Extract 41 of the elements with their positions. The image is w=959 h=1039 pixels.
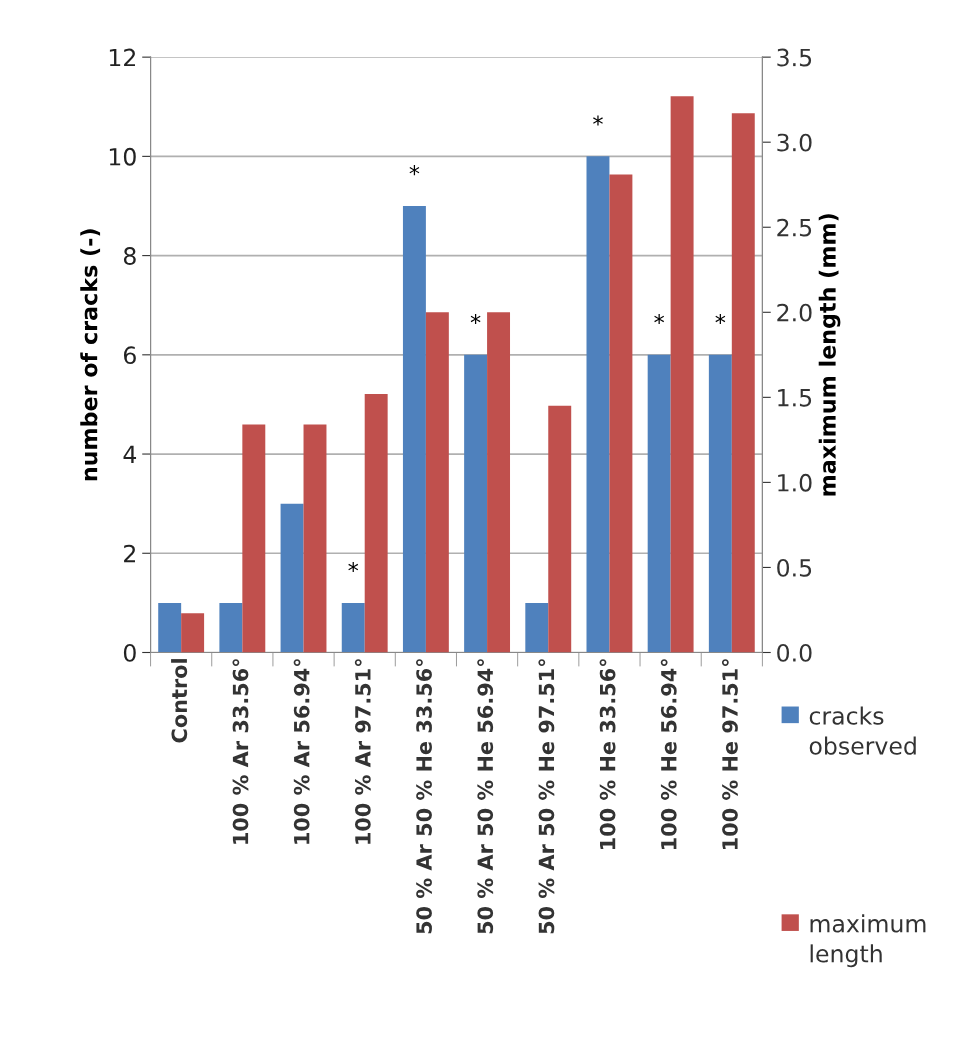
bar: [364, 393, 388, 653]
x-tick-label: Control: [171, 659, 188, 743]
x-tick-label: 100 % Ar 97.51°: [354, 659, 371, 844]
y-tick-label: 6: [124, 346, 136, 365]
x-tick-label: 100 % He 56.94°: [660, 659, 677, 849]
bar: [548, 405, 572, 653]
annotation: *: [348, 561, 359, 573]
y-tick-label: 8: [123, 247, 136, 265]
annotation: *: [654, 313, 665, 325]
y2-tick-label: 3.0: [777, 133, 812, 152]
y2-axis-title: maximum length (mm): [818, 214, 841, 496]
legend-label: maximum length: [810, 914, 926, 968]
annotation: *: [470, 313, 481, 325]
x-tick-label: 100 % Ar 33.56°: [232, 659, 249, 844]
bar: [341, 602, 365, 653]
y-tick-label: 12: [109, 48, 135, 67]
x-tick-label: 50 % Ar 50 % He 56.94°: [477, 659, 494, 934]
bar: [242, 424, 266, 653]
y-tick-label: 0: [123, 643, 136, 662]
y-axis-title: number of cracks (-): [80, 229, 101, 481]
y2-tick-label: 1.5: [778, 389, 812, 407]
x-tick-label: 50 % Ar 50 % He 33.56°: [416, 659, 432, 934]
bar: [219, 602, 243, 653]
y2-tick-label: 0.5: [777, 558, 812, 577]
y-tick-label: 4: [123, 445, 137, 464]
y2-tick-label: 1.0: [778, 473, 812, 492]
annotation: *: [593, 115, 603, 126]
y-tick-label: 10: [109, 147, 136, 166]
x-tick-label: 100 % He 97.51°: [721, 659, 738, 849]
y2-tick-label: 3.5: [777, 48, 812, 67]
x-tick-label: 50 % Ar 50 % He 97.51°: [538, 659, 555, 934]
x-tick-label: 100 % Ar 56.94°: [293, 659, 310, 844]
y2-tick-label: 2.5: [777, 218, 812, 237]
y2-tick-label: 0.0: [777, 643, 812, 662]
annotation: *: [409, 165, 420, 176]
y-tick-label: 2: [124, 544, 135, 563]
bar: [525, 602, 549, 653]
y2-tick-label: 2.0: [777, 303, 812, 322]
annotation: *: [715, 313, 726, 325]
legend-label: cracks observed: [809, 706, 916, 755]
x-tick-label: 100 % He 33.56°: [599, 659, 616, 849]
